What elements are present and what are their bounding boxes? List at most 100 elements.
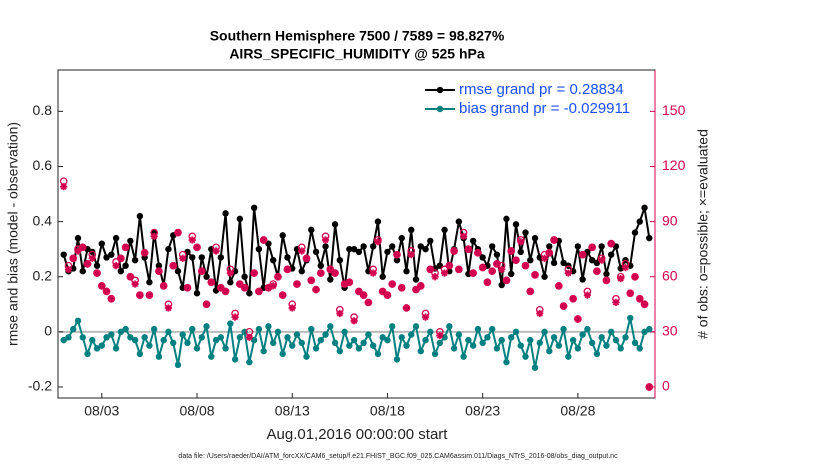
point xyxy=(279,350,286,358)
evaluated-marker xyxy=(431,273,439,281)
evaluated-marker xyxy=(245,333,253,341)
point xyxy=(112,345,120,352)
point xyxy=(136,212,144,220)
evaluated-marker xyxy=(79,243,87,251)
evaluated-marker xyxy=(141,249,149,257)
evaluated-marker xyxy=(122,243,130,251)
x-tick-label: 08/13 xyxy=(275,403,310,419)
chart-title: Southern Hemisphere 7500 / 7589 = 98.827… xyxy=(210,28,505,44)
evaluated-marker xyxy=(221,287,230,296)
evaluated-marker xyxy=(440,269,449,277)
point xyxy=(541,328,548,336)
evaluated-marker xyxy=(164,304,173,312)
evaluated-marker xyxy=(202,300,211,308)
point xyxy=(512,328,520,336)
evaluated-marker xyxy=(631,273,639,281)
evaluated-marker xyxy=(555,282,563,290)
evaluated-marker xyxy=(264,284,273,292)
evaluated-marker xyxy=(74,247,82,255)
evaluated-marker xyxy=(193,243,201,251)
point xyxy=(60,336,67,344)
y-tick-label: 0.2 xyxy=(33,267,53,283)
point xyxy=(236,334,244,341)
point xyxy=(293,331,301,338)
point xyxy=(389,243,396,250)
evaluated-marker xyxy=(598,256,606,264)
evaluated-marker xyxy=(250,269,258,277)
point xyxy=(227,320,234,327)
point xyxy=(327,323,334,330)
point xyxy=(517,248,524,256)
evaluated-marker xyxy=(336,309,344,318)
point xyxy=(369,342,377,349)
evaluated-marker xyxy=(579,251,587,259)
point xyxy=(350,336,358,344)
evaluated-marker xyxy=(474,249,482,257)
y2-tick-label: 90 xyxy=(662,212,678,228)
point xyxy=(317,336,324,344)
evaluated-marker xyxy=(88,254,96,262)
point xyxy=(546,243,553,250)
point xyxy=(217,334,225,341)
evaluated-marker xyxy=(402,304,411,312)
point xyxy=(346,245,353,253)
point xyxy=(93,345,101,352)
y2-axis-label: # of obs: o=possible; ×=evaluated xyxy=(695,129,711,339)
point xyxy=(536,339,543,347)
point xyxy=(331,221,339,228)
evaluated-marker xyxy=(564,269,572,277)
evaluated-marker xyxy=(345,278,353,286)
y-tick-label: 0.4 xyxy=(33,212,53,228)
evaluated-marker xyxy=(607,240,615,248)
point xyxy=(631,229,639,236)
point xyxy=(308,325,315,333)
point xyxy=(246,290,253,297)
point xyxy=(460,353,467,360)
point xyxy=(588,339,596,347)
evaluated-marker xyxy=(217,284,225,292)
point xyxy=(155,353,163,360)
x-axis-label: Aug.01,2016 00:00:00 start xyxy=(267,426,449,443)
point xyxy=(189,325,196,333)
evaluated-marker xyxy=(298,247,306,255)
x-tick-label: 08/23 xyxy=(465,403,500,419)
point xyxy=(317,262,324,269)
point xyxy=(174,268,182,275)
evaluated-marker xyxy=(355,287,363,296)
point xyxy=(546,347,553,355)
point xyxy=(170,339,177,347)
evaluated-marker xyxy=(255,287,263,296)
point xyxy=(255,325,263,333)
point xyxy=(588,256,596,264)
point xyxy=(569,336,577,344)
point xyxy=(450,345,458,352)
point xyxy=(646,325,653,333)
evaluated-marker xyxy=(288,304,296,312)
point xyxy=(174,361,182,369)
point xyxy=(603,270,610,278)
point xyxy=(360,243,367,250)
point xyxy=(379,273,386,280)
evaluated-marker xyxy=(469,269,477,277)
evaluated-marker xyxy=(226,269,234,277)
point xyxy=(493,345,501,352)
point xyxy=(236,215,244,223)
evaluated-marker xyxy=(321,236,330,244)
point xyxy=(131,256,139,264)
evaluated-marker xyxy=(498,265,506,273)
evaluated-marker xyxy=(364,298,373,307)
point xyxy=(565,353,572,360)
evaluated-marker xyxy=(460,232,468,240)
point xyxy=(74,317,82,325)
point xyxy=(522,353,529,360)
evaluated-marker xyxy=(360,291,368,299)
point xyxy=(89,336,96,344)
evaluated-marker xyxy=(593,267,601,275)
point xyxy=(612,336,620,344)
evaluated-marker xyxy=(340,280,349,288)
chart-subtitle: AIRS_SPECIFIC_HUMIDITY @ 525 hPa xyxy=(229,46,485,62)
evaluated-marker xyxy=(536,309,544,318)
point xyxy=(631,339,639,347)
x-tick-label: 08/28 xyxy=(560,403,595,419)
evaluated-marker xyxy=(483,278,492,286)
